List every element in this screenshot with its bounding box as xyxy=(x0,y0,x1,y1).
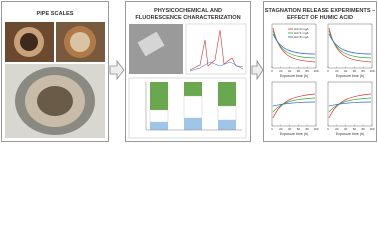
curve xyxy=(328,97,372,113)
x-tick-label: 0 xyxy=(271,69,273,73)
flow-arrow xyxy=(251,59,264,81)
x-tick-label: 60 xyxy=(353,69,357,73)
x-axis-label: Exposure time (h) xyxy=(280,132,308,136)
x-tick-label: 20 xyxy=(279,69,283,73)
x-tick-label: 100 xyxy=(369,127,374,131)
x-tick-label: 80 xyxy=(306,127,310,131)
curve xyxy=(328,101,372,107)
x-tick-label: 40 xyxy=(288,69,292,73)
plot-frame xyxy=(327,81,373,127)
x-tick-label: 100 xyxy=(369,69,374,73)
legend-label: HA=5 mg/L xyxy=(294,35,309,39)
flow-arrow xyxy=(109,59,125,81)
legend-label: HA=0 mg/L xyxy=(294,27,309,31)
curve xyxy=(328,30,372,59)
x-tick-label: 80 xyxy=(362,69,366,73)
x-tick-label: 60 xyxy=(297,127,301,131)
panel-title: STAGNATION RELEASE EXPERIMENTS – xyxy=(265,8,375,14)
curve xyxy=(272,27,316,63)
plot-frame xyxy=(271,81,317,127)
x-tick-label: 20 xyxy=(335,127,339,131)
x-tick-label: 60 xyxy=(297,69,301,73)
curve xyxy=(328,27,372,63)
curve xyxy=(272,97,316,113)
panel-title: FLUORESCENCE CHARACTERIZATION xyxy=(135,15,240,21)
x-tick-label: 80 xyxy=(306,69,310,73)
x-tick-label: 20 xyxy=(279,127,283,131)
x-tick-label: 20 xyxy=(335,69,339,73)
curve xyxy=(272,101,316,107)
characterization-images xyxy=(128,23,247,139)
curve xyxy=(272,33,316,55)
pipe-photos xyxy=(5,22,105,138)
x-tick-label: 40 xyxy=(288,127,292,131)
panel-title: PHYSICOCHEMICAL AND xyxy=(154,8,222,14)
x-tick-label: 60 xyxy=(353,127,357,131)
curve xyxy=(328,93,372,119)
x-axis-label: Exposure time (h) xyxy=(336,74,364,78)
x-axis-label: Exposure time (h) xyxy=(336,132,364,136)
curve xyxy=(272,93,316,119)
x-tick-label: 40 xyxy=(344,69,348,73)
legend-label: HA=1 mg/L xyxy=(294,31,309,35)
x-axis-label: Exposure time (h) xyxy=(280,74,308,78)
panel-title: EFFECT OF HUMIC ACID xyxy=(287,15,353,21)
curve xyxy=(272,30,316,59)
x-tick-label: 0 xyxy=(271,127,273,131)
panel-title: PIPE SCALES xyxy=(37,11,74,17)
x-tick-label: 80 xyxy=(362,127,366,131)
curve xyxy=(328,33,372,55)
graphical-abstract: PIPE SCALES PHYSICOCHEMICAL AND FLUORESC… xyxy=(1,1,377,142)
x-tick-label: 0 xyxy=(327,69,329,73)
x-tick-label: 40 xyxy=(344,127,348,131)
x-tick-label: 0 xyxy=(327,127,329,131)
x-tick-label: 100 xyxy=(313,69,318,73)
x-tick-label: 100 xyxy=(313,127,318,131)
